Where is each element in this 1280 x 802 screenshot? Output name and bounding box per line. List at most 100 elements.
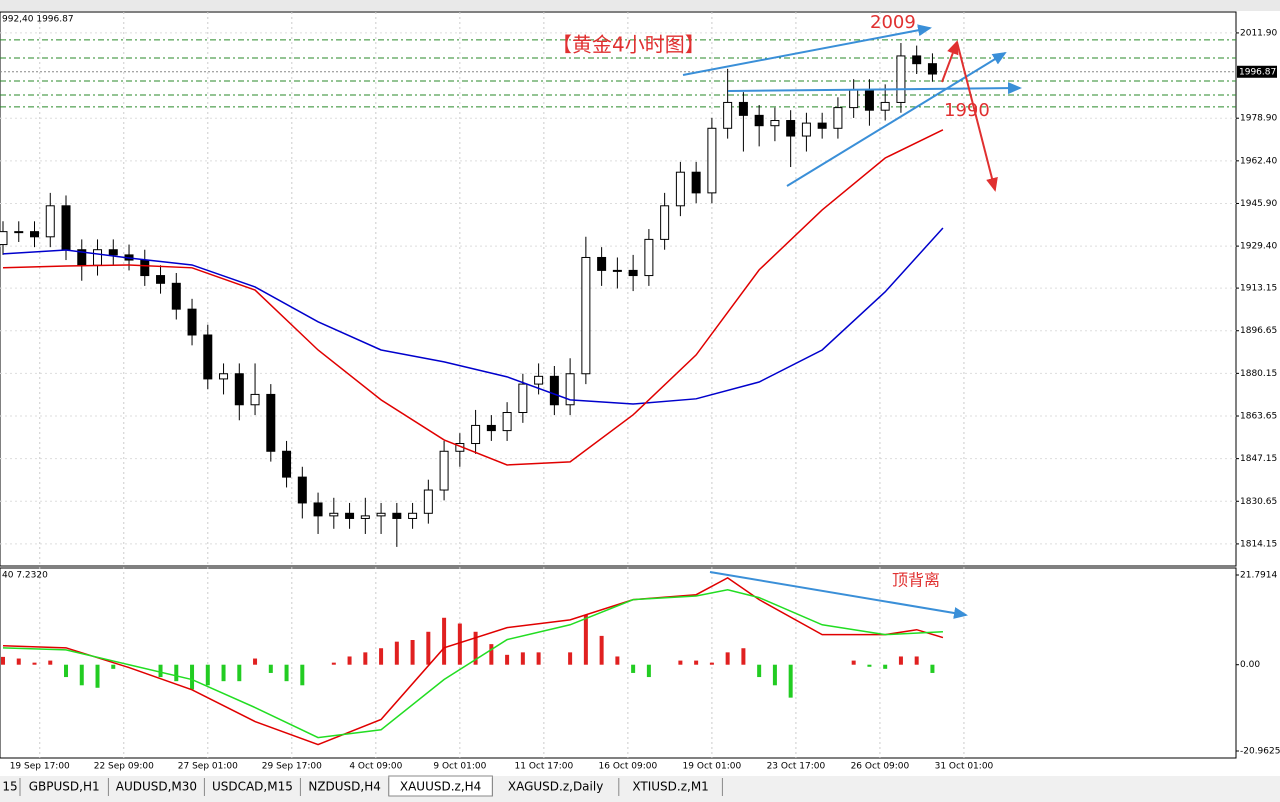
candle-body <box>675 171 685 207</box>
histogram-bar <box>379 648 384 665</box>
candle-body <box>502 412 512 432</box>
chart-info: 992,40 1996.87 <box>2 15 74 25</box>
candle-body <box>408 512 418 519</box>
candle-body <box>250 393 260 406</box>
histogram-bar <box>48 660 53 665</box>
y-tick-label: 1830.65 <box>1240 497 1277 507</box>
histogram-bar <box>221 664 226 682</box>
candle-body <box>565 373 575 406</box>
histogram-bar <box>300 664 305 686</box>
histogram-bar <box>394 641 399 665</box>
tab[interactable]: USDCAD,M15 <box>212 780 293 794</box>
annotation: 【黄金4小时图】 <box>552 33 705 57</box>
y-tick-label: 1929.40 <box>1240 242 1277 252</box>
x-tick-label: 27 Sep 01:00 <box>178 762 238 772</box>
histogram-bar <box>520 652 525 665</box>
candle-body <box>801 122 811 137</box>
y-tick-label: 1863.65 <box>1240 412 1277 422</box>
candle-body <box>234 373 244 406</box>
histogram-bar <box>473 631 478 665</box>
histogram-bar <box>237 664 242 682</box>
histogram-bar <box>615 656 620 665</box>
candle-body <box>534 375 544 385</box>
histogram-bar <box>331 662 336 665</box>
histogram-bar <box>725 652 730 665</box>
tab[interactable]: GBPUSD,H1 <box>29 780 100 794</box>
histogram-bar <box>741 648 746 665</box>
histogram-bar <box>536 652 541 665</box>
x-tick-label: 23 Oct 17:00 <box>767 762 826 772</box>
candle-body <box>61 205 71 251</box>
histogram-bar <box>788 664 793 698</box>
x-tick-label: 4 Oct 09:00 <box>349 762 402 772</box>
trend-line <box>709 571 968 619</box>
candle-body <box>691 171 701 194</box>
histogram-bar <box>410 640 415 665</box>
drawings <box>682 24 1022 619</box>
tab[interactable]: 15 <box>2 780 17 794</box>
x-tick-label: 22 Sep 09:00 <box>94 762 154 772</box>
candle-body <box>770 120 780 127</box>
y-tick-label: 1962.40 <box>1240 156 1277 166</box>
grid <box>0 12 1236 758</box>
candle-body <box>30 231 40 238</box>
candle-body <box>0 231 8 246</box>
candle-body <box>140 259 150 277</box>
candle-body <box>108 249 118 256</box>
histogram-bar <box>709 662 714 665</box>
candle-body <box>93 249 103 266</box>
x-tick-label: 11 Oct 17:00 <box>515 762 574 772</box>
y-tick-label: 1978.90 <box>1240 114 1277 124</box>
histogram-bar <box>772 664 777 686</box>
macd-info: 40 7.2320 <box>2 571 48 581</box>
tab[interactable]: AUDUSD,M30 <box>116 780 197 794</box>
candle-body <box>313 502 323 517</box>
candle-body <box>738 101 748 116</box>
trend-line <box>682 24 932 76</box>
candle-body <box>786 120 796 137</box>
arrow <box>941 40 959 83</box>
histogram-bar <box>694 660 699 665</box>
histogram-bar <box>426 631 431 665</box>
candle-body <box>360 515 370 519</box>
histogram-bar <box>757 664 762 678</box>
y-tick-label: 1945.90 <box>1240 199 1277 209</box>
y-tick-label: 1880.15 <box>1240 369 1277 379</box>
histogram-bar <box>1 656 5 665</box>
candle-body <box>707 127 717 194</box>
annotation: 1990 <box>944 100 990 121</box>
histogram-bar <box>347 656 352 665</box>
candle-body <box>644 238 654 277</box>
tab[interactable]: XAUUSD.z,H4 <box>400 780 481 794</box>
candle-body <box>896 55 906 103</box>
candle-body <box>345 512 355 519</box>
candle-body <box>912 55 922 65</box>
marks <box>0 43 944 746</box>
x-tick-label: 9 Oct 01:00 <box>433 762 486 772</box>
tab[interactable]: XTIUSD.z,M1 <box>632 780 708 794</box>
toolbar <box>0 0 1280 11</box>
trend-line <box>786 51 1007 187</box>
candle-body <box>723 101 733 129</box>
candle-body <box>864 89 874 111</box>
candle-body <box>297 476 307 504</box>
indicator-line <box>2 576 944 746</box>
x-tick-label: 16 Oct 09:00 <box>599 762 658 772</box>
candle-body <box>219 373 229 380</box>
candle-body <box>518 383 528 414</box>
histogram-bar <box>32 662 37 665</box>
candle-body <box>628 269 638 277</box>
histogram-bar <box>678 660 683 665</box>
tab[interactable]: XAGUSD.z,Daily <box>508 780 603 794</box>
tab[interactable]: NZDUSD,H4 <box>308 780 381 794</box>
tab-bar <box>0 776 1280 802</box>
x-tick-label: 19 Sep 17:00 <box>10 762 70 772</box>
arrow <box>956 41 998 192</box>
histogram-bar <box>205 664 210 686</box>
indicator-line <box>2 227 944 405</box>
histogram-bar <box>363 652 368 665</box>
candle-body <box>156 275 166 284</box>
candle-body <box>329 512 339 517</box>
x-tick-label: 26 Oct 09:00 <box>851 762 910 772</box>
